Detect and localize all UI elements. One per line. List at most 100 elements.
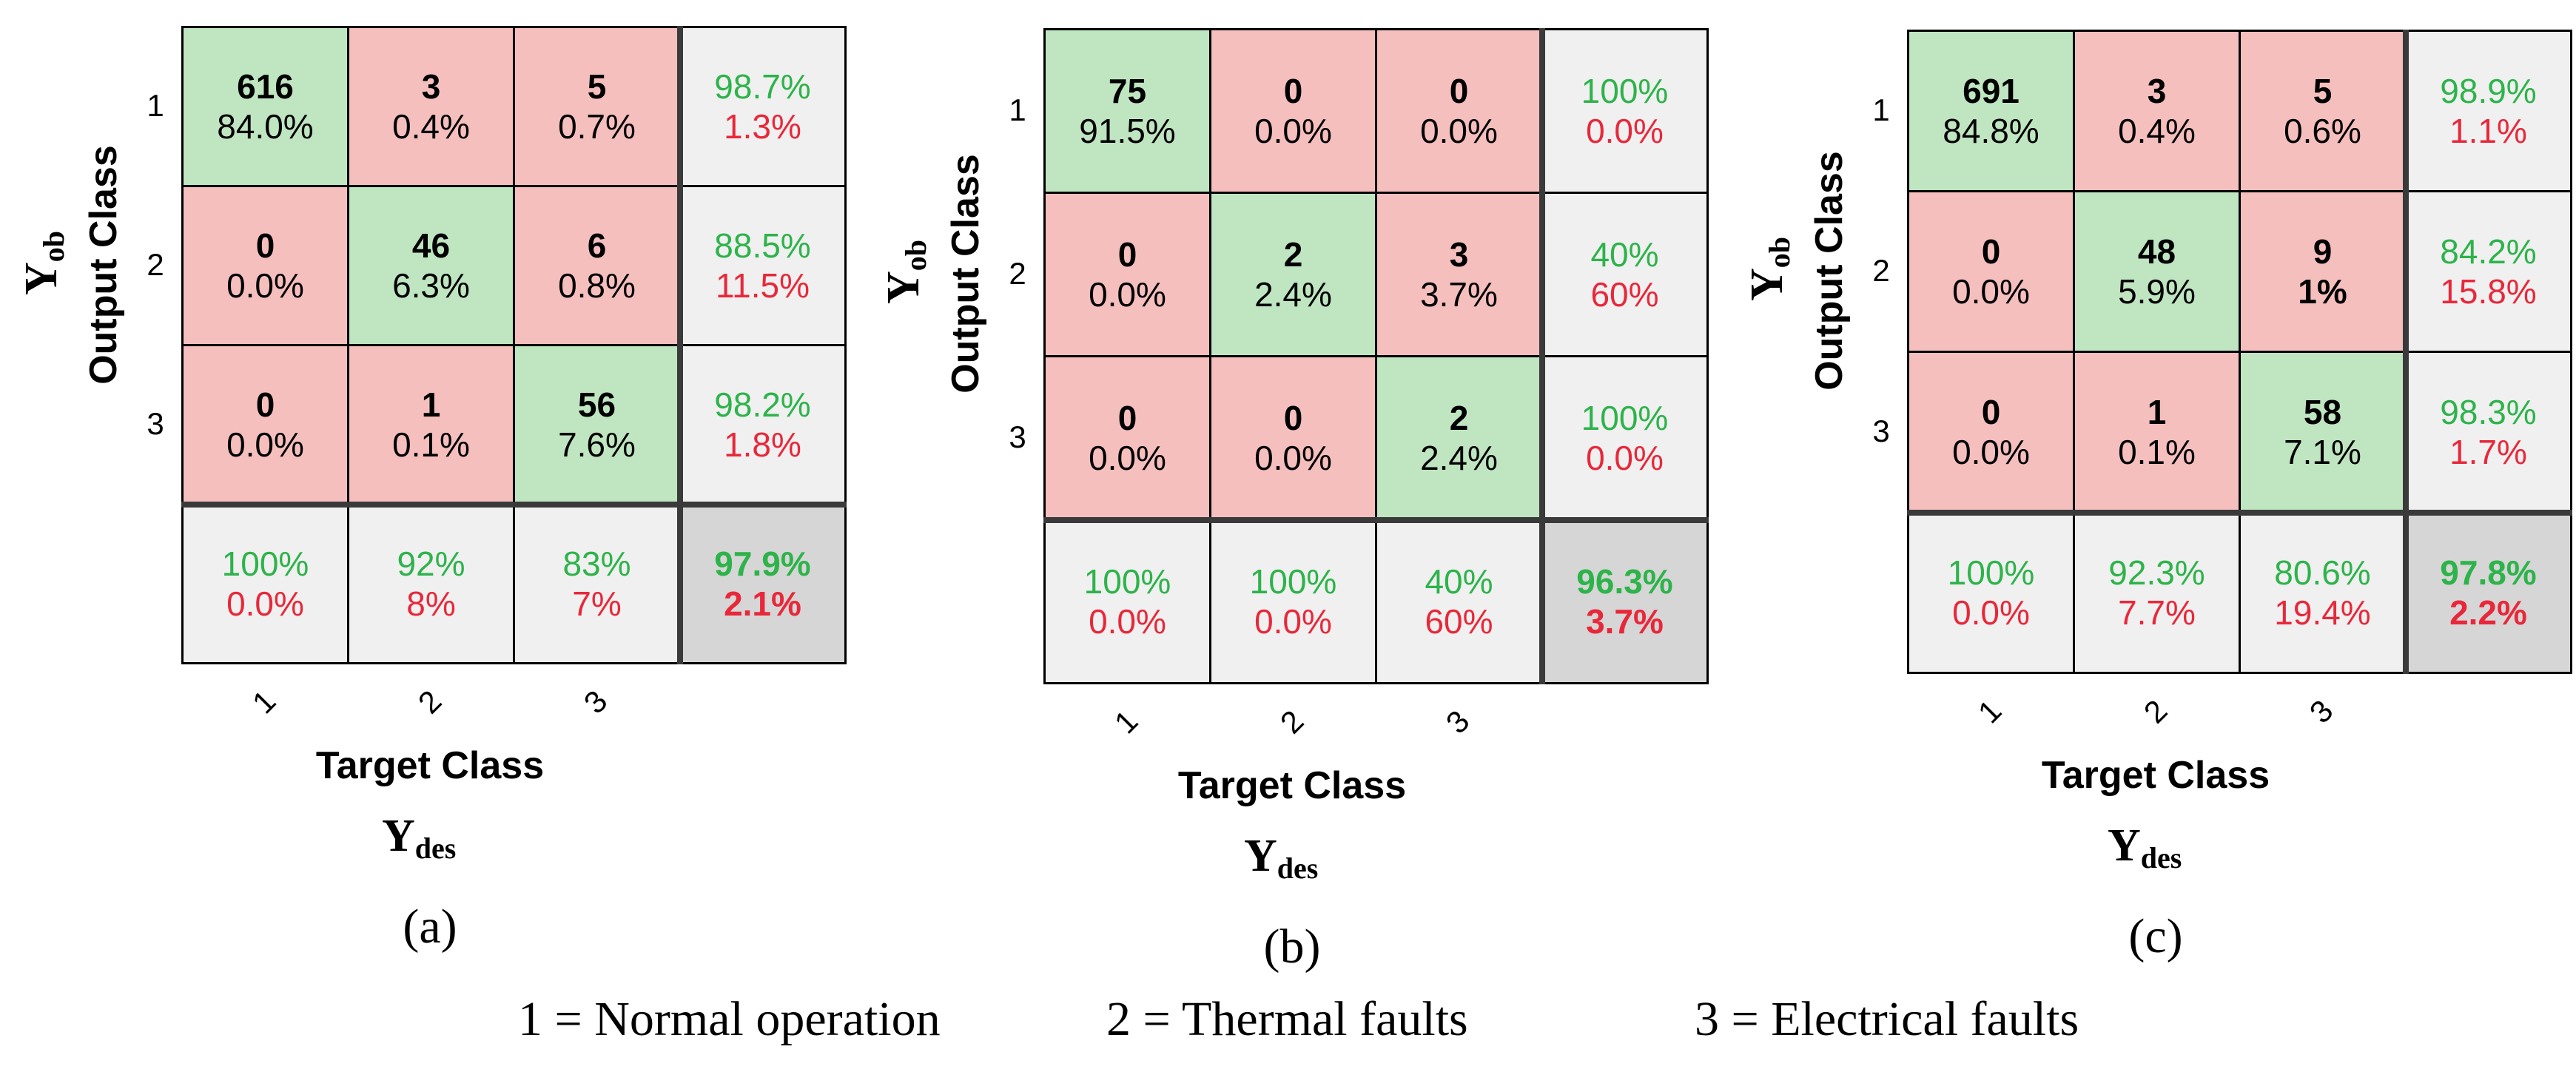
- correct-rate: 96.3%: [1576, 562, 1673, 601]
- matrix-cell: 1 0.1%: [2073, 351, 2241, 513]
- cell-count: 58: [2303, 392, 2342, 431]
- cell-count: 5: [587, 67, 607, 106]
- cell-percent: 84.8%: [1943, 112, 2039, 150]
- matrix-cell: 0 0.0%: [1907, 190, 2075, 353]
- symbol-subscript: des: [2140, 841, 2182, 874]
- cell-count: 0: [1283, 71, 1303, 110]
- correct-rate: 97.9%: [714, 544, 811, 583]
- cell-percent: 6.3%: [392, 266, 470, 305]
- matrix-cell: 1 0.1%: [347, 344, 515, 505]
- cell-count: 3: [1449, 235, 1469, 274]
- matrix-cell: 2 2.4%: [1209, 192, 1377, 357]
- cell-percent: 0.1%: [2118, 433, 2196, 471]
- correct-rate: 92.3%: [2108, 553, 2205, 592]
- symbol-main: Y: [1244, 831, 1277, 881]
- row-tick-label: 1: [1009, 92, 1026, 127]
- error-rate: 0.0%: [1952, 593, 2030, 632]
- legend-item-3: 3 = Electrical faults: [1695, 992, 2079, 1046]
- cell-count: 691: [1963, 71, 2020, 110]
- cell-count: 6: [587, 226, 607, 265]
- correct-rate: 97.8%: [2440, 553, 2537, 592]
- correct-rate: 84.2%: [2440, 232, 2537, 271]
- summary-separator-horizontal: [1907, 510, 2572, 516]
- summary-separator-vertical: [2403, 30, 2409, 674]
- cell-percent: 0.8%: [558, 266, 636, 305]
- symbol-subscript: ob: [1763, 236, 1797, 268]
- summary-separator-vertical: [1539, 28, 1545, 684]
- cell-count: 0: [1981, 232, 2001, 271]
- overall-accuracy-cell: 97.9% 2.1%: [679, 503, 847, 664]
- cell-percent: 7.6%: [558, 425, 636, 464]
- cell-percent: 2.4%: [1420, 439, 1498, 477]
- cell-percent: 7.1%: [2284, 433, 2361, 471]
- cell-count: 0: [1449, 71, 1469, 110]
- cell-percent: 0.6%: [2284, 112, 2361, 150]
- cell-count: 1: [421, 385, 441, 424]
- error-rate: 0.0%: [1254, 602, 1332, 641]
- x-axis-label: Target Class: [315, 744, 545, 787]
- column-tick-label: 3: [2302, 692, 2340, 730]
- correct-rate: 80.6%: [2274, 553, 2371, 592]
- error-rate: 7%: [572, 584, 622, 623]
- correct-rate: 100%: [1581, 398, 1669, 437]
- matrix-cell: 0 0.0%: [1209, 28, 1377, 194]
- panel-label: (b): [1263, 920, 1321, 974]
- cell-percent: 84.0%: [217, 107, 314, 146]
- cell-percent: 1%: [2298, 272, 2347, 311]
- error-rate: 1.7%: [2449, 433, 2527, 471]
- matrix-cell: 58 7.1%: [2239, 351, 2407, 513]
- cell-count: 0: [1283, 398, 1303, 437]
- y-axis-symbol: Yob: [1741, 236, 1797, 300]
- cell-count: 0: [1117, 235, 1137, 274]
- column-summary-cell: 92.3% 7.7%: [2073, 511, 2241, 674]
- error-rate: 60%: [1425, 602, 1493, 641]
- matrix-cell: 0 0.0%: [1907, 351, 2075, 513]
- row-summary-cell: 98.9% 1.1%: [2404, 30, 2572, 192]
- correct-rate: 98.7%: [714, 67, 811, 106]
- matrix-cell: 0 0.0%: [181, 344, 349, 505]
- row-summary-cell: 98.3% 1.7%: [2404, 351, 2572, 513]
- cell-count: 56: [577, 385, 616, 424]
- y-axis-label: Output Class: [1808, 150, 1851, 391]
- error-rate: 2.1%: [724, 584, 801, 623]
- cell-count: 48: [2137, 232, 2176, 271]
- row-summary-cell: 84.2% 15.8%: [2404, 190, 2572, 353]
- symbol-subscript: des: [1277, 852, 1319, 885]
- error-rate: 1.8%: [724, 425, 801, 464]
- row-tick-label: 2: [1872, 252, 1890, 288]
- row-tick-label: 3: [147, 405, 164, 441]
- cell-percent: 0.4%: [2118, 112, 2196, 150]
- cell-percent: 2.4%: [1254, 275, 1332, 314]
- error-rate: 8%: [406, 584, 456, 623]
- panel-label: (a): [403, 900, 457, 954]
- matrix-cell: 0 0.0%: [1043, 355, 1211, 521]
- matrix-cell: 691 84.8%: [1907, 30, 2075, 192]
- cell-count: 5: [2313, 71, 2333, 110]
- correct-rate: 40%: [1590, 235, 1659, 274]
- correct-rate: 98.9%: [2440, 71, 2537, 110]
- error-rate: 19.4%: [2274, 593, 2371, 632]
- cell-count: 9: [2313, 232, 2333, 271]
- cell-count: 75: [1108, 71, 1147, 110]
- matrix-cell: 3 3.7%: [1375, 192, 1543, 357]
- cell-count: 0: [1981, 392, 2001, 431]
- correct-rate: 92%: [397, 544, 465, 583]
- correct-rate: 40%: [1425, 562, 1493, 601]
- cell-percent: 0.0%: [226, 425, 304, 464]
- overall-accuracy-cell: 96.3% 3.7%: [1541, 519, 1709, 684]
- correct-rate: 98.3%: [2440, 392, 2537, 431]
- matrix-cell: 6 0.8%: [513, 185, 681, 346]
- column-summary-cell: 80.6% 19.4%: [2239, 511, 2407, 674]
- error-rate: 1.3%: [724, 107, 801, 146]
- matrix-cell: 46 6.3%: [347, 185, 515, 346]
- error-rate: 2.2%: [2449, 593, 2527, 632]
- row-summary-cell: 88.5% 11.5%: [679, 185, 847, 346]
- column-summary-cell: 100% 0.0%: [1209, 519, 1377, 684]
- cell-percent: 0.0%: [1089, 439, 1166, 477]
- summary-separator-vertical: [677, 26, 683, 664]
- matrix-cell: 48 5.9%: [2073, 190, 2241, 353]
- cell-count: 3: [421, 67, 441, 106]
- correct-rate: 83%: [562, 544, 631, 583]
- legend-item-2: 2 = Thermal faults: [1106, 992, 1468, 1046]
- cell-percent: 0.4%: [392, 107, 470, 146]
